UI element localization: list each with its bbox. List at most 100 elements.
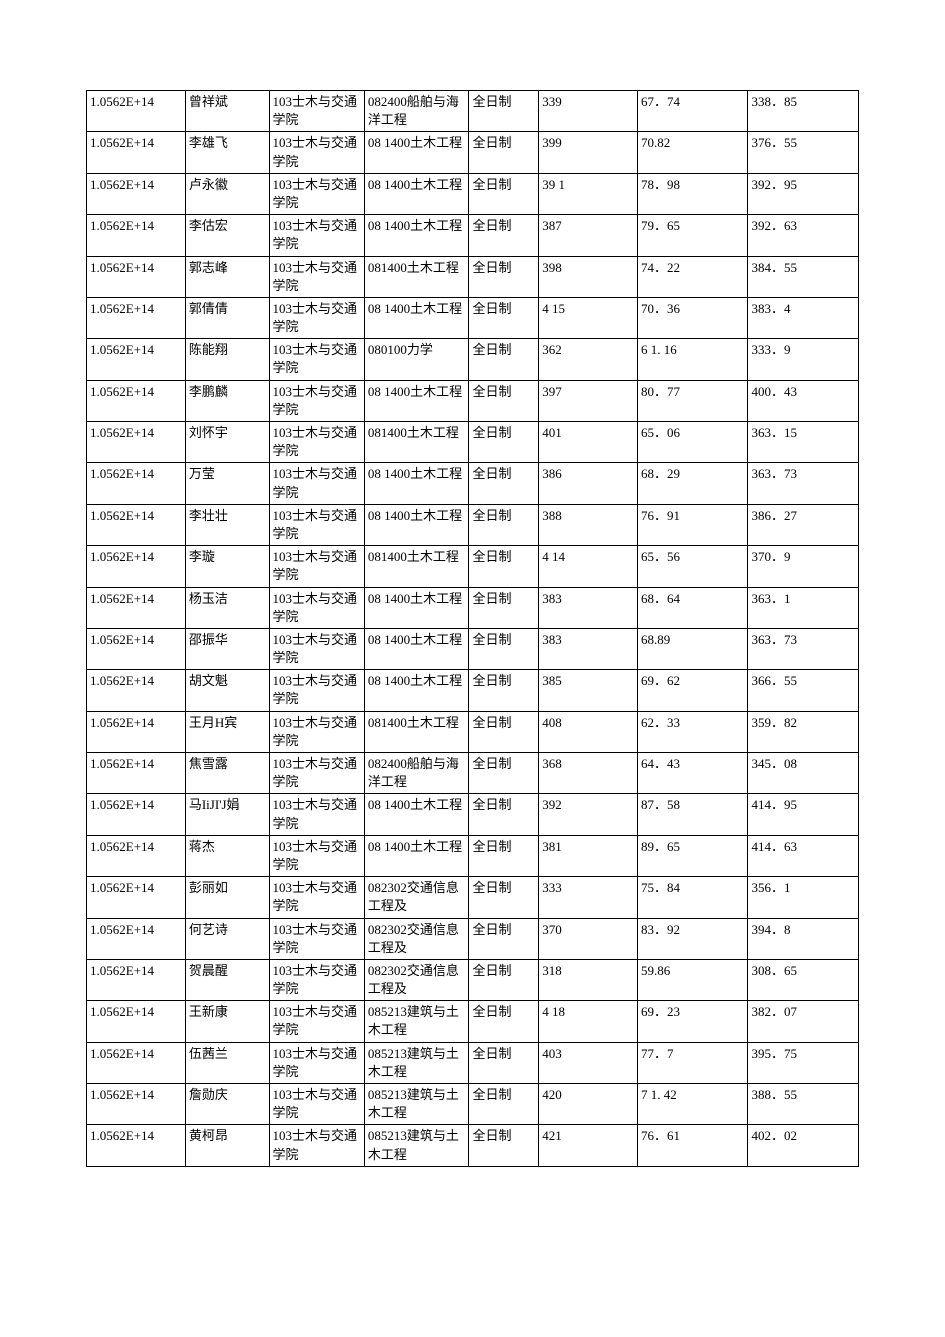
- cell-major: 085213建筑与土木工程: [364, 1042, 469, 1083]
- table-row: 1.0562E+14陈能翔103士木与交通学院080100力学全日制3626 1…: [87, 339, 859, 380]
- cell-major: 080100力学: [364, 339, 469, 380]
- cell-college: 103士木与交通学院: [269, 173, 364, 214]
- cell-college: 103士木与交通学院: [269, 463, 364, 504]
- cell-score1: 392: [539, 794, 638, 835]
- cell-mode: 全日制: [469, 959, 539, 1000]
- cell-college: 103士木与交通学院: [269, 256, 364, 297]
- table-row: 1.0562E+14郭志峰103士木与交通学院081400土木工程全日制3987…: [87, 256, 859, 297]
- cell-college: 103士木与交通学院: [269, 215, 364, 256]
- table-row: 1.0562E+14黄柯昂103士木与交通学院085213建筑与土木工程全日制4…: [87, 1125, 859, 1166]
- table-row: 1.0562E+14李估宏103士木与交通学院08 1400土木工程全日制387…: [87, 215, 859, 256]
- cell-major: 085213建筑与土木工程: [364, 1001, 469, 1042]
- cell-name: 胡文魁: [185, 670, 269, 711]
- cell-name: 黄柯昂: [185, 1125, 269, 1166]
- cell-name: 伍茜兰: [185, 1042, 269, 1083]
- cell-score1: 403: [539, 1042, 638, 1083]
- table-body: 1.0562E+14曾祥斌103士木与交通学院082400船舶与海洋工程全日制3…: [87, 91, 859, 1167]
- cell-id: 1.0562E+14: [87, 504, 186, 545]
- table-row: 1.0562E+14詹勋庆103士木与交通学院085213建筑与土木工程全日制4…: [87, 1084, 859, 1125]
- table-row: 1.0562E+14王新康103士木与交通学院085213建筑与土木工程全日制4…: [87, 1001, 859, 1042]
- cell-id: 1.0562E+14: [87, 1125, 186, 1166]
- cell-name: 李估宏: [185, 215, 269, 256]
- cell-name: 刘怀宇: [185, 422, 269, 463]
- cell-score3: 333．9: [748, 339, 859, 380]
- table-row: 1.0562E+14郭倩倩103士木与交通学院08 1400土木工程全日制4 1…: [87, 297, 859, 338]
- cell-score3: 395．75: [748, 1042, 859, 1083]
- cell-college: 103士木与交通学院: [269, 587, 364, 628]
- cell-major: 08 1400土木工程: [364, 380, 469, 421]
- cell-score2: 83．92: [638, 918, 748, 959]
- cell-major: 085213建筑与土木工程: [364, 1084, 469, 1125]
- cell-college: 103士木与交通学院: [269, 918, 364, 959]
- cell-score1: 368: [539, 753, 638, 794]
- table-row: 1.0562E+14杨玉洁103士木与交通学院08 1400土木工程全日制383…: [87, 587, 859, 628]
- table-row: 1.0562E+14万莹103士木与交通学院08 1400土木工程全日制3866…: [87, 463, 859, 504]
- cell-major: 082400船舶与海洋工程: [364, 91, 469, 132]
- cell-score3: 363．15: [748, 422, 859, 463]
- cell-score3: 345．08: [748, 753, 859, 794]
- cell-score2: 64．43: [638, 753, 748, 794]
- cell-college: 103士木与交通学院: [269, 339, 364, 380]
- cell-major: 081400土木工程: [364, 711, 469, 752]
- cell-score3: 392．95: [748, 173, 859, 214]
- cell-major: 081400土木工程: [364, 256, 469, 297]
- table-row: 1.0562E+14蒋杰103士木与交通学院08 1400土木工程全日制3818…: [87, 835, 859, 876]
- cell-major: 08 1400土木工程: [364, 835, 469, 876]
- cell-id: 1.0562E+14: [87, 1001, 186, 1042]
- cell-college: 103士木与交通学院: [269, 1001, 364, 1042]
- cell-mode: 全日制: [469, 794, 539, 835]
- cell-score2: 77．7: [638, 1042, 748, 1083]
- table-row: 1.0562E+14邵振华103士木与交通学院08 1400土木工程全日制383…: [87, 628, 859, 669]
- cell-score3: 363．73: [748, 463, 859, 504]
- cell-score2: 87．58: [638, 794, 748, 835]
- table-row: 1.0562E+14李璇103士木与交通学院081400土木工程全日制4 146…: [87, 546, 859, 587]
- cell-id: 1.0562E+14: [87, 422, 186, 463]
- cell-name: 曾祥斌: [185, 91, 269, 132]
- cell-score2: 6 1. 16: [638, 339, 748, 380]
- cell-score2: 68.89: [638, 628, 748, 669]
- cell-score2: 79．65: [638, 215, 748, 256]
- cell-name: 贺晨醒: [185, 959, 269, 1000]
- cell-score2: 68．64: [638, 587, 748, 628]
- cell-score2: 75．84: [638, 877, 748, 918]
- cell-score1: 4 15: [539, 297, 638, 338]
- cell-name: 卢永徽: [185, 173, 269, 214]
- cell-mode: 全日制: [469, 256, 539, 297]
- cell-college: 103士木与交通学院: [269, 670, 364, 711]
- cell-name: 李雄飞: [185, 132, 269, 173]
- cell-score1: 4 14: [539, 546, 638, 587]
- cell-id: 1.0562E+14: [87, 794, 186, 835]
- cell-college: 103士木与交通学院: [269, 132, 364, 173]
- cell-score3: 376．55: [748, 132, 859, 173]
- cell-id: 1.0562E+14: [87, 628, 186, 669]
- cell-id: 1.0562E+14: [87, 587, 186, 628]
- cell-score2: 62．33: [638, 711, 748, 752]
- cell-score1: 383: [539, 587, 638, 628]
- cell-score3: 402．02: [748, 1125, 859, 1166]
- cell-college: 103士木与交通学院: [269, 422, 364, 463]
- cell-score2: 7 1. 42: [638, 1084, 748, 1125]
- cell-score2: 69．23: [638, 1001, 748, 1042]
- cell-score2: 76．91: [638, 504, 748, 545]
- cell-major: 082302交通信息工程及: [364, 918, 469, 959]
- cell-score3: 414．63: [748, 835, 859, 876]
- cell-id: 1.0562E+14: [87, 711, 186, 752]
- cell-id: 1.0562E+14: [87, 339, 186, 380]
- table-row: 1.0562E+14王月H宾103士木与交通学院081400土木工程全日制408…: [87, 711, 859, 752]
- table-row: 1.0562E+14卢永徽103士木与交通学院08 1400土木工程全日制39 …: [87, 173, 859, 214]
- cell-college: 103士木与交通学院: [269, 297, 364, 338]
- cell-id: 1.0562E+14: [87, 297, 186, 338]
- cell-name: 陈能翔: [185, 339, 269, 380]
- cell-college: 103士木与交通学院: [269, 504, 364, 545]
- cell-mode: 全日制: [469, 132, 539, 173]
- cell-id: 1.0562E+14: [87, 91, 186, 132]
- cell-score2: 65．56: [638, 546, 748, 587]
- cell-major: 08 1400土木工程: [364, 670, 469, 711]
- cell-score3: 394．8: [748, 918, 859, 959]
- cell-score2: 68．29: [638, 463, 748, 504]
- cell-score3: 392．63: [748, 215, 859, 256]
- cell-name: 何艺诗: [185, 918, 269, 959]
- cell-major: 08 1400土木工程: [364, 132, 469, 173]
- cell-mode: 全日制: [469, 91, 539, 132]
- cell-name: 郭倩倩: [185, 297, 269, 338]
